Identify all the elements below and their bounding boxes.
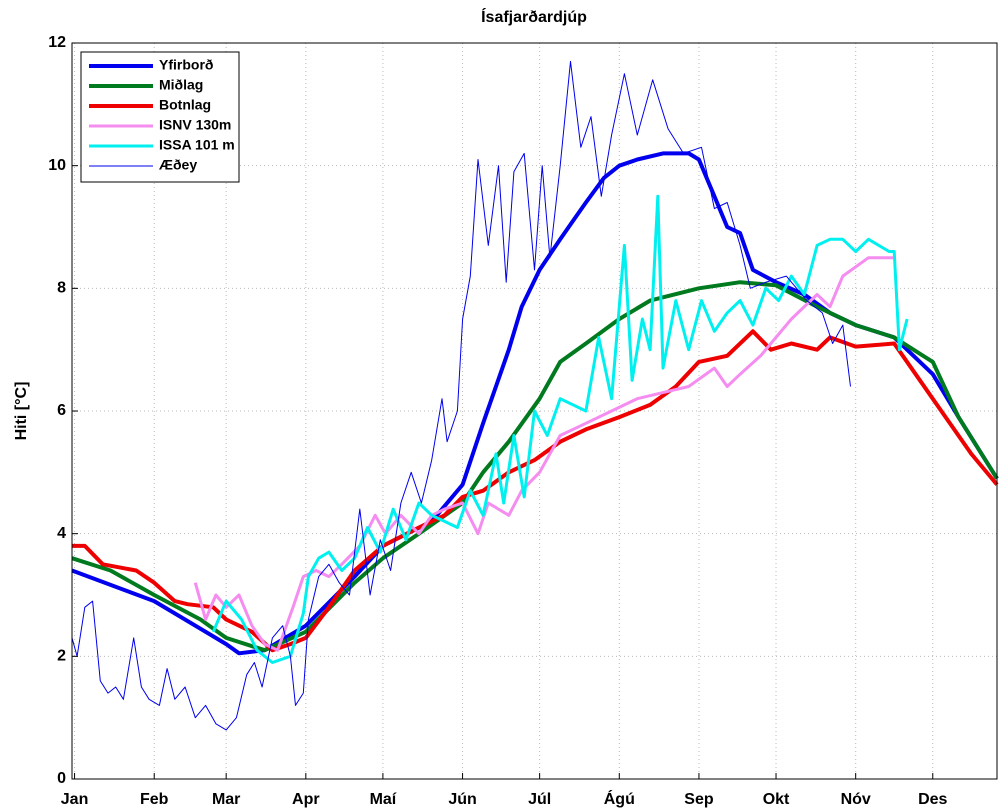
legend-label: Yfirborð xyxy=(159,57,213,73)
x-tick-label: Jan xyxy=(61,791,89,808)
x-tick-label: Feb xyxy=(140,791,169,808)
y-tick-label: 0 xyxy=(57,770,66,787)
series-line xyxy=(193,256,895,652)
legend: Yfirborð Miðlag Botnlag ISNV 130m ISSA 101 m… xyxy=(80,51,240,183)
y-tick-label: 12 xyxy=(48,34,66,51)
lines xyxy=(71,60,999,731)
x-tick-label: Maí xyxy=(370,791,397,808)
legend-box xyxy=(80,51,240,183)
x-tick-label: Apr xyxy=(292,791,320,808)
series-line xyxy=(71,280,999,653)
legend-label: ISSA 101 m xyxy=(159,137,235,153)
plot-frame xyxy=(71,42,998,780)
x-tick-label: Okt xyxy=(763,791,790,808)
legend-label: Botnlag xyxy=(159,97,211,113)
x-tick-label: Júl xyxy=(528,791,551,808)
series-line xyxy=(71,60,851,731)
x-tick-label: Jún xyxy=(448,791,476,808)
x-tick-label: Ágú xyxy=(604,789,635,808)
y-tick-label: 8 xyxy=(57,280,66,297)
x-tick-label: Sep xyxy=(684,791,714,808)
y-axis-label: Hiti [°C] xyxy=(13,382,30,441)
legend-label: Miðlag xyxy=(159,77,203,93)
x-tick-label: Nóv xyxy=(841,791,871,808)
y-tick-label: 10 xyxy=(48,157,66,174)
y-tick-label: 6 xyxy=(57,402,66,419)
x-tick-label: Des xyxy=(918,791,947,808)
legend-label: ISNV 130m xyxy=(159,117,231,133)
y-tick-label: 4 xyxy=(57,525,66,542)
chart-title: Ísafjarðardjúp xyxy=(481,7,587,26)
x-tick-label: Mar xyxy=(212,791,240,808)
series-line xyxy=(211,194,909,664)
y-tick-label: 2 xyxy=(57,648,66,665)
legend-label: Æðey xyxy=(159,157,197,173)
